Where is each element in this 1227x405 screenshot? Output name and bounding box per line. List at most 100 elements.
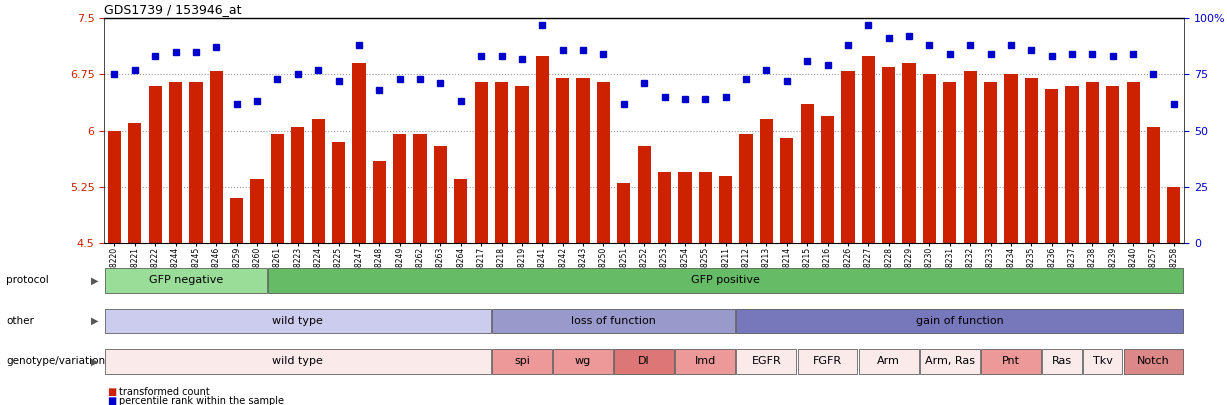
- Text: protocol: protocol: [6, 275, 49, 286]
- Text: ▶: ▶: [91, 316, 98, 326]
- Text: ▶: ▶: [91, 275, 98, 286]
- FancyBboxPatch shape: [980, 350, 1040, 373]
- FancyBboxPatch shape: [736, 350, 796, 373]
- Text: Arm: Arm: [877, 356, 901, 367]
- FancyBboxPatch shape: [859, 350, 919, 373]
- Bar: [291, 127, 304, 243]
- Bar: [231, 198, 243, 243]
- Text: ▶: ▶: [91, 356, 98, 367]
- Bar: [556, 78, 569, 243]
- Bar: [861, 56, 875, 243]
- FancyBboxPatch shape: [798, 350, 858, 373]
- Text: GFP positive: GFP positive: [691, 275, 760, 286]
- Bar: [210, 71, 223, 243]
- Bar: [434, 145, 447, 243]
- Bar: [108, 130, 121, 243]
- Text: Imd: Imd: [694, 356, 715, 367]
- Text: Dl: Dl: [638, 356, 650, 367]
- FancyBboxPatch shape: [104, 350, 491, 373]
- Bar: [698, 172, 712, 243]
- Bar: [963, 71, 977, 243]
- Text: genotype/variation: genotype/variation: [6, 356, 106, 367]
- Text: FGFR: FGFR: [814, 356, 842, 367]
- Bar: [169, 82, 183, 243]
- Bar: [1086, 82, 1099, 243]
- Bar: [780, 138, 794, 243]
- Bar: [821, 115, 834, 243]
- Bar: [1025, 78, 1038, 243]
- FancyBboxPatch shape: [1124, 350, 1184, 373]
- Bar: [312, 119, 325, 243]
- Text: ■: ■: [107, 396, 117, 405]
- Bar: [515, 86, 529, 243]
- Text: other: other: [6, 316, 34, 326]
- FancyBboxPatch shape: [492, 350, 552, 373]
- Bar: [352, 63, 366, 243]
- Bar: [148, 86, 162, 243]
- Bar: [536, 56, 548, 243]
- Text: wild type: wild type: [272, 316, 323, 326]
- Bar: [923, 75, 936, 243]
- Text: loss of function: loss of function: [572, 316, 656, 326]
- Bar: [740, 134, 752, 243]
- Bar: [638, 145, 650, 243]
- Text: Pnt: Pnt: [1002, 356, 1020, 367]
- Bar: [454, 179, 467, 243]
- Bar: [373, 161, 387, 243]
- Bar: [760, 119, 773, 243]
- Bar: [658, 172, 671, 243]
- Bar: [1004, 75, 1017, 243]
- FancyBboxPatch shape: [492, 309, 735, 333]
- Text: Ras: Ras: [1052, 356, 1072, 367]
- Bar: [800, 104, 814, 243]
- FancyBboxPatch shape: [1082, 350, 1123, 373]
- FancyBboxPatch shape: [104, 269, 266, 292]
- Text: Arm, Ras: Arm, Ras: [925, 356, 974, 367]
- FancyBboxPatch shape: [615, 350, 674, 373]
- Text: ■: ■: [107, 387, 117, 397]
- Text: spi: spi: [514, 356, 530, 367]
- Bar: [617, 183, 631, 243]
- FancyBboxPatch shape: [920, 350, 979, 373]
- Bar: [1147, 127, 1160, 243]
- Text: gain of function: gain of function: [917, 316, 1004, 326]
- Bar: [1065, 86, 1079, 243]
- Bar: [189, 82, 202, 243]
- Bar: [719, 175, 733, 243]
- Bar: [1167, 187, 1180, 243]
- Bar: [596, 82, 610, 243]
- Text: EGFR: EGFR: [751, 356, 782, 367]
- Text: transformed count: transformed count: [119, 387, 210, 397]
- FancyBboxPatch shape: [553, 350, 614, 373]
- Bar: [271, 134, 285, 243]
- Bar: [413, 134, 427, 243]
- FancyBboxPatch shape: [104, 309, 491, 333]
- Bar: [882, 67, 896, 243]
- Text: wild type: wild type: [272, 356, 323, 367]
- Text: GDS1739 / 153946_at: GDS1739 / 153946_at: [104, 3, 242, 16]
- Text: Tkv: Tkv: [1092, 356, 1113, 367]
- Text: wg: wg: [575, 356, 591, 367]
- Bar: [944, 82, 956, 243]
- Bar: [475, 82, 488, 243]
- Bar: [250, 179, 264, 243]
- Bar: [842, 71, 854, 243]
- Bar: [1045, 90, 1058, 243]
- Bar: [902, 63, 915, 243]
- FancyBboxPatch shape: [267, 269, 1184, 292]
- Bar: [129, 123, 141, 243]
- FancyBboxPatch shape: [675, 350, 735, 373]
- FancyBboxPatch shape: [1042, 350, 1081, 373]
- Text: percentile rank within the sample: percentile rank within the sample: [119, 396, 283, 405]
- Bar: [679, 172, 692, 243]
- Bar: [393, 134, 406, 243]
- FancyBboxPatch shape: [736, 309, 1184, 333]
- Bar: [494, 82, 508, 243]
- Bar: [577, 78, 590, 243]
- Bar: [333, 142, 345, 243]
- Bar: [1106, 86, 1119, 243]
- Bar: [1126, 82, 1140, 243]
- Text: GFP negative: GFP negative: [148, 275, 223, 286]
- Bar: [984, 82, 998, 243]
- Text: Notch: Notch: [1137, 356, 1169, 367]
